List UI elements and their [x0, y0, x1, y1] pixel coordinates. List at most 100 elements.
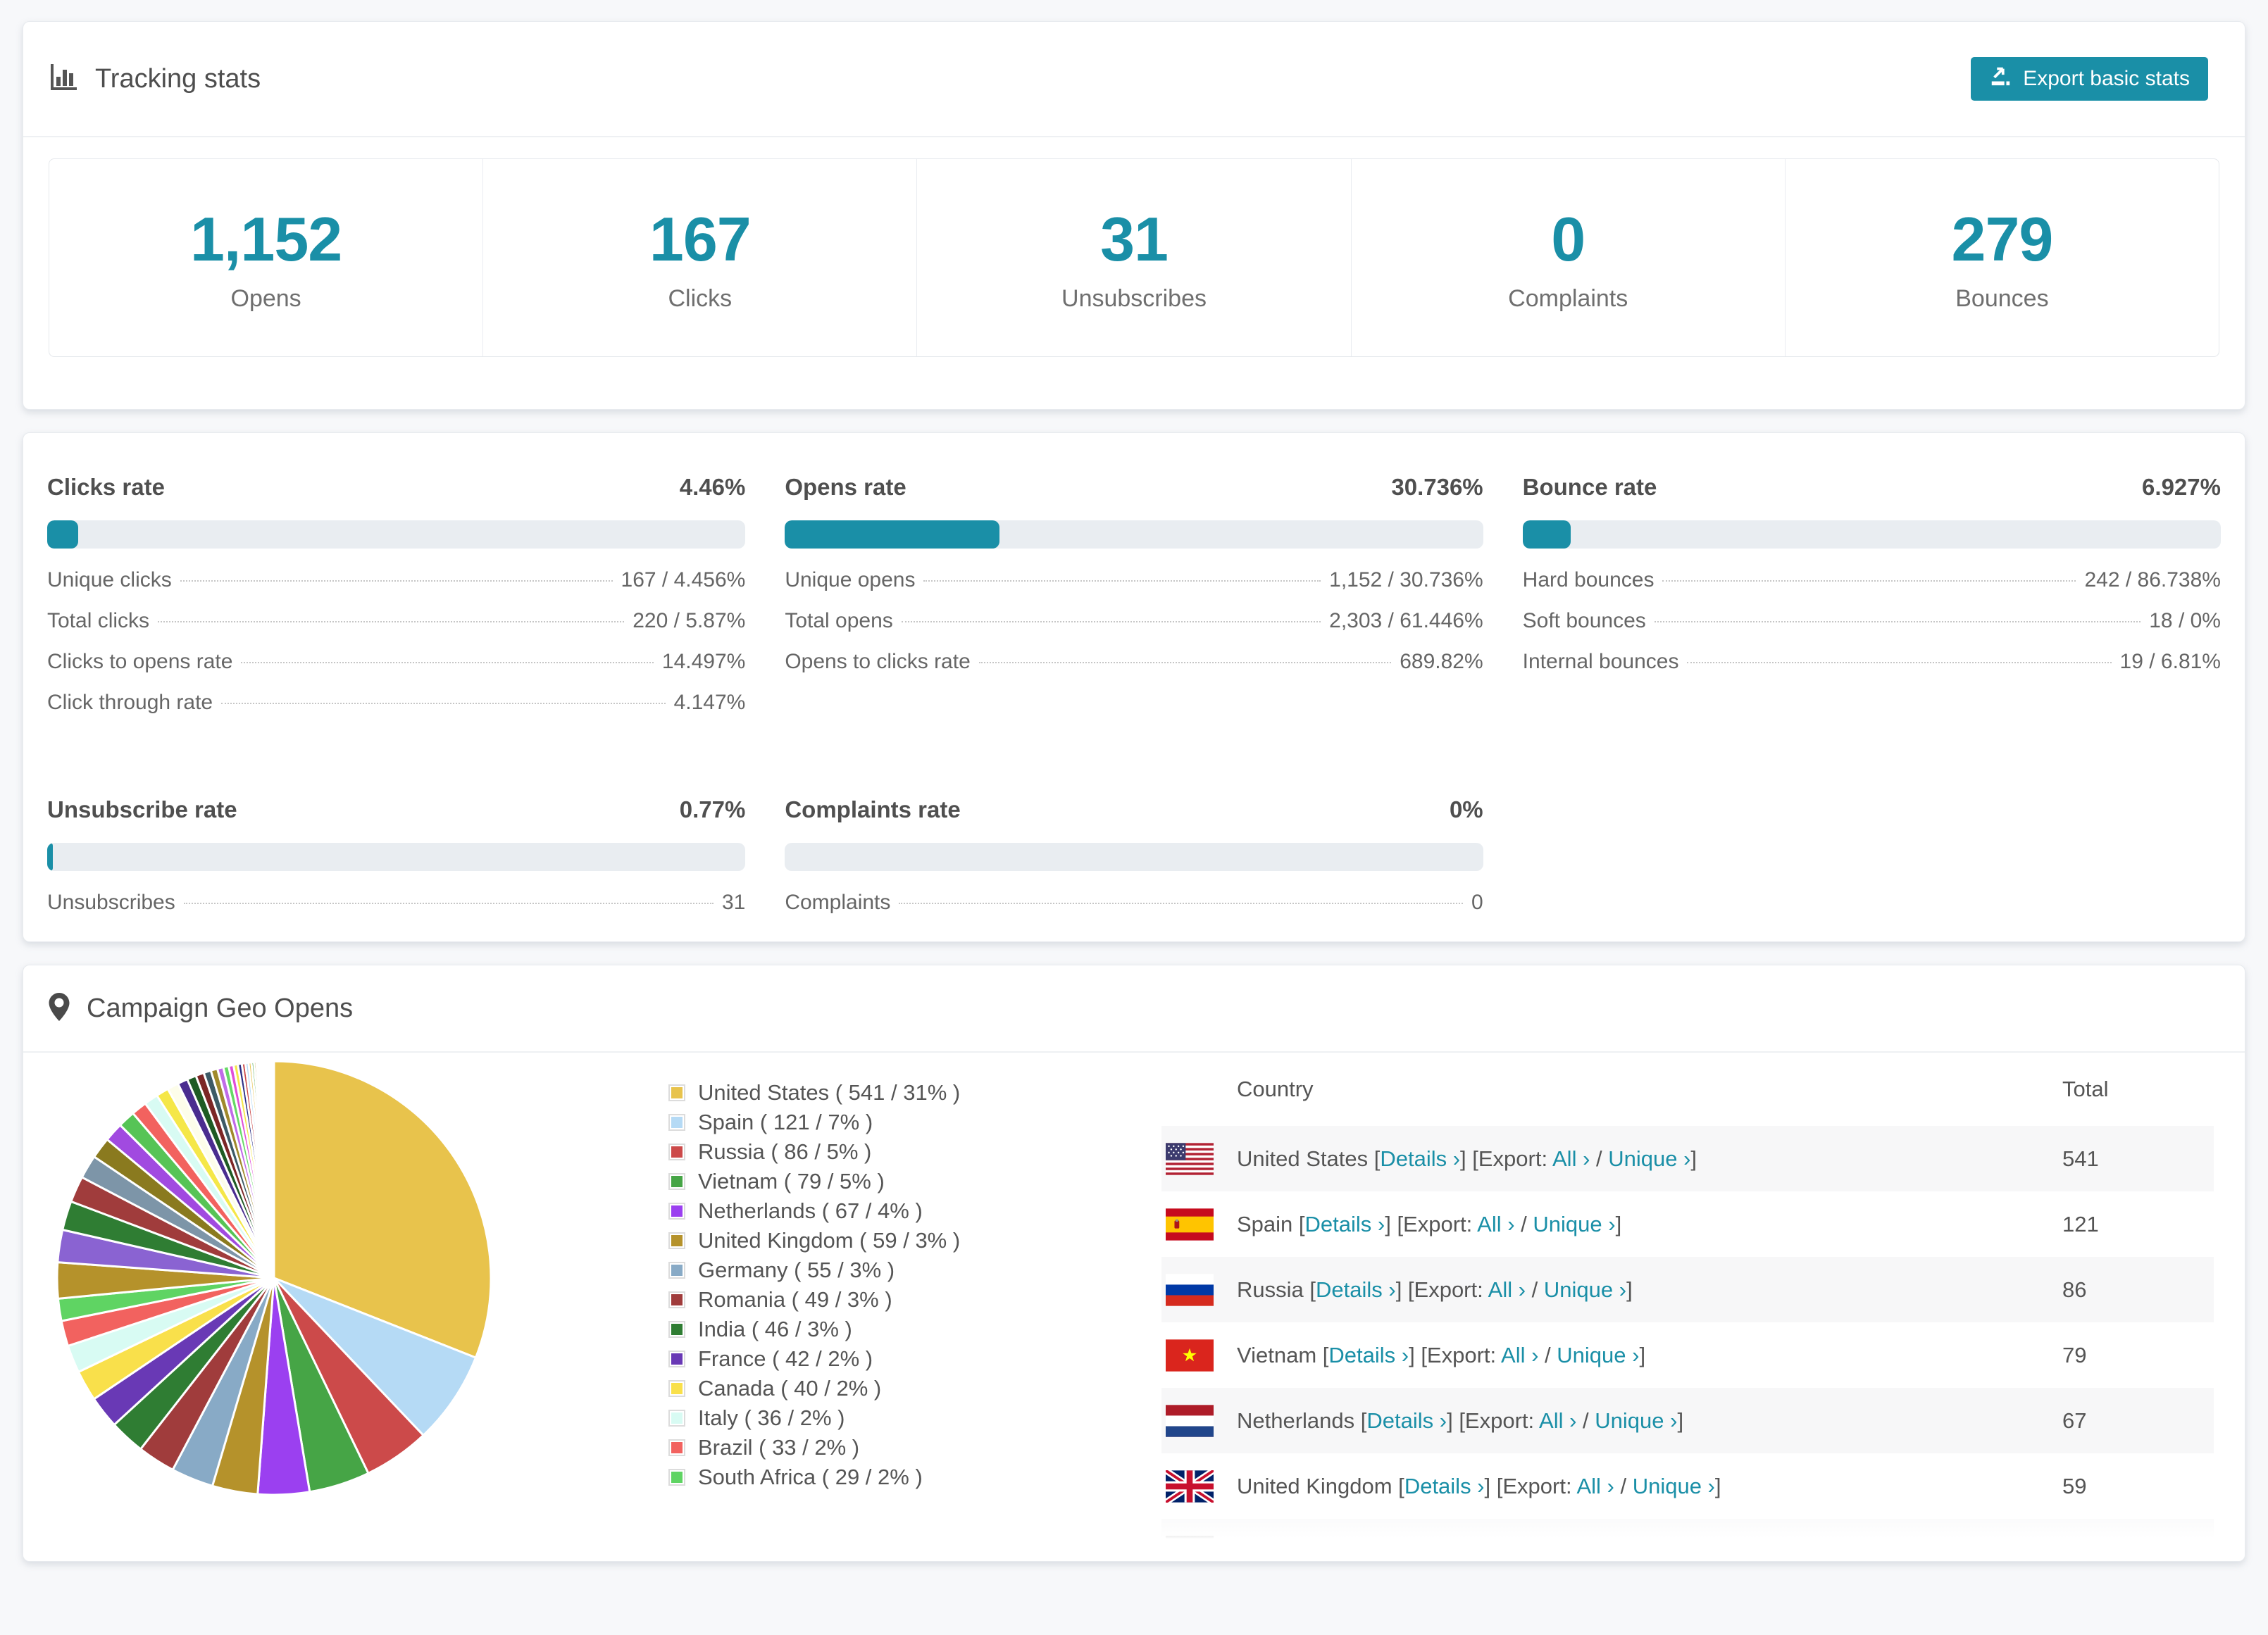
details-link[interactable]: Details ›	[1338, 1539, 1419, 1562]
export-all-link[interactable]: All ›	[1501, 1342, 1539, 1367]
rate-row-value: 220 / 5.87%	[633, 609, 746, 632]
rate-row-value: 1,152 / 30.736%	[1329, 568, 1483, 591]
rate-row: Total clicks 220 / 5.87%	[47, 609, 745, 650]
rate-row-value: 689.82%	[1400, 650, 1483, 673]
legend-swatch	[668, 1439, 685, 1456]
export-unique-link[interactable]: Unique ›	[1608, 1146, 1691, 1171]
rate-progress-fill	[1522, 520, 1571, 549]
legend-item-spain[interactable]: Spain ( 121 / 7% )	[668, 1108, 1161, 1137]
rate-row-label: Total clicks	[47, 609, 150, 632]
bar-chart-icon	[47, 61, 80, 97]
rate-progress-fill	[47, 520, 79, 549]
total-cell: 121	[2062, 1211, 2099, 1236]
legend-swatch	[668, 1084, 685, 1101]
legend-swatch	[668, 1469, 685, 1486]
export-unique-link[interactable]: Unique ›	[1543, 1277, 1627, 1302]
pie-slice-other[interactable]	[272, 1060, 275, 1279]
rate-block-bounce-rate: Bounce rate 6.927% Hard bounces 242 / 86.73…	[1522, 474, 2221, 732]
country-cell: Germany [Details ›] [Export: All › / Uni…	[1237, 1539, 2062, 1562]
rate-row-value: 4.147%	[673, 691, 746, 714]
country-cell: Russia [Details ›] [Export: All › / Uniq…	[1237, 1277, 1633, 1302]
rate-row: Unsubscribes 31	[47, 891, 745, 932]
de-flag-icon	[1161, 1535, 1237, 1561]
rate-row-label: Click through rate	[47, 691, 213, 714]
country-cell: United States [Details ›] [Export: All ›…	[1237, 1146, 1697, 1171]
export-basic-stats-button[interactable]: Export basic stats	[1971, 57, 2208, 101]
rate-row: Clicks to opens rate 14.497%	[47, 650, 745, 691]
legend-item-russia[interactable]: Russia ( 86 / 5% )	[668, 1137, 1161, 1167]
rate-row-value: 18 / 0%	[2149, 609, 2221, 632]
rate-row-value: 242 / 86.738%	[2084, 568, 2221, 591]
details-link[interactable]: Details ›	[1366, 1408, 1447, 1433]
export-unique-link[interactable]: Unique ›	[1632, 1473, 1715, 1498]
pie-slice-united-states[interactable]	[273, 1060, 492, 1360]
legend-item-united-kingdom[interactable]: United Kingdom ( 59 / 3% )	[668, 1226, 1161, 1255]
details-link[interactable]: Details ›	[1328, 1342, 1409, 1367]
legend-swatch	[668, 1351, 685, 1367]
nl-flag-icon	[1161, 1404, 1237, 1437]
geo-legend: United States ( 541 / 31% ) Spain ( 121 /…	[668, 1053, 1161, 1561]
legend-swatch	[668, 1203, 685, 1220]
export-icon	[1989, 65, 2012, 93]
export-unique-link[interactable]: Unique ›	[1533, 1211, 1616, 1236]
rate-row-label: Clicks to opens rate	[47, 650, 233, 673]
country-cell: Spain [Details ›] [Export: All › / Uniqu…	[1237, 1211, 1622, 1236]
dotted-leader	[158, 621, 625, 622]
export-unique-link[interactable]: Unique ›	[1595, 1408, 1678, 1433]
legend-item-italy[interactable]: Italy ( 36 / 2% )	[668, 1403, 1161, 1433]
legend-item-france[interactable]: France ( 42 / 2% )	[668, 1344, 1161, 1374]
legend-label: South Africa ( 29 / 2% )	[698, 1465, 923, 1489]
legend-item-vietnam[interactable]: Vietnam ( 79 / 5% )	[668, 1167, 1161, 1196]
legend-item-netherlands[interactable]: Netherlands ( 67 / 4% )	[668, 1196, 1161, 1226]
table-row-united-states: United States [Details ›] [Export: All ›…	[1161, 1126, 2214, 1191]
stat-cell-unsubscribes: 31 Unsubscribes	[916, 159, 1350, 356]
geo-pie-chart	[49, 1053, 668, 1561]
rate-value: 30.736%	[1391, 474, 1483, 500]
legend-label: Brazil ( 33 / 2% )	[698, 1435, 860, 1460]
export-unique-link[interactable]: Unique ›	[1566, 1539, 1650, 1562]
legend-item-united-states[interactable]: United States ( 541 / 31% )	[668, 1078, 1161, 1108]
export-all-link[interactable]: All ›	[1477, 1211, 1515, 1236]
legend-item-germany[interactable]: Germany ( 55 / 3% )	[668, 1255, 1161, 1285]
rate-row-label: Internal bounces	[1522, 650, 1679, 673]
page-title: Tracking stats	[95, 63, 261, 94]
export-all-link[interactable]: All ›	[1511, 1539, 1549, 1562]
details-link[interactable]: Details ›	[1404, 1473, 1485, 1498]
rates-card: Clicks rate 4.46% Unique clicks 167 / 4.456…	[23, 432, 2245, 942]
column-header-country: Country	[1237, 1077, 1314, 1101]
legend-item-south-africa[interactable]: South Africa ( 29 / 2% )	[668, 1462, 1161, 1492]
rate-row: Click through rate 4.147%	[47, 691, 745, 732]
rate-title: Complaints rate	[785, 796, 961, 822]
country-cell: Netherlands [Details ›] [Export: All › /…	[1237, 1408, 1684, 1433]
export-all-link[interactable]: All ›	[1552, 1146, 1590, 1171]
export-unique-link[interactable]: Unique ›	[1557, 1342, 1640, 1367]
details-link[interactable]: Details ›	[1315, 1277, 1396, 1302]
rate-row: Soft bounces 18 / 0%	[1523, 609, 2221, 650]
legend-item-india[interactable]: India ( 46 / 3% )	[668, 1315, 1161, 1344]
details-link[interactable]: Details ›	[1380, 1146, 1461, 1171]
stat-value: 167	[649, 203, 752, 274]
rate-row: Unique opens 1,152 / 30.736%	[785, 568, 1483, 609]
export-all-link[interactable]: All ›	[1539, 1408, 1577, 1433]
details-link[interactable]: Details ›	[1304, 1211, 1385, 1236]
es-flag-icon	[1161, 1208, 1237, 1241]
export-all-link[interactable]: All ›	[1576, 1473, 1614, 1498]
table-row-russia: Russia [Details ›] [Export: All › / Uniq…	[1161, 1257, 2214, 1322]
pie-slice-spain[interactable]	[273, 1277, 478, 1437]
rate-row: Total opens 2,303 / 61.446%	[785, 609, 1483, 650]
rate-progress-bar	[785, 520, 1483, 549]
rate-value: 0.77%	[679, 796, 746, 822]
dotted-leader	[183, 903, 714, 904]
legend-item-brazil[interactable]: Brazil ( 33 / 2% )	[668, 1433, 1161, 1462]
export-all-link[interactable]: All ›	[1488, 1277, 1526, 1302]
stat-cell-complaints: 0 Complaints	[1350, 159, 1785, 356]
summary-stats-row: 1,152 Opens 167 Clicks 31 Unsubscribes 0 Compla…	[49, 158, 2219, 357]
country-cell: United Kingdom [Details ›] [Export: All …	[1237, 1473, 1721, 1498]
stat-label: Bounces	[1955, 284, 2049, 312]
legend-item-canada[interactable]: Canada ( 40 / 2% )	[668, 1374, 1161, 1403]
table-row-netherlands: Netherlands [Details ›] [Export: All › /…	[1161, 1388, 2214, 1453]
legend-label: Vietnam ( 79 / 5% )	[698, 1169, 885, 1194]
rate-progress-bar	[47, 520, 746, 549]
rate-row: Hard bounces 242 / 86.738%	[1523, 568, 2221, 609]
legend-item-romania[interactable]: Romania ( 49 / 3% )	[668, 1285, 1161, 1315]
